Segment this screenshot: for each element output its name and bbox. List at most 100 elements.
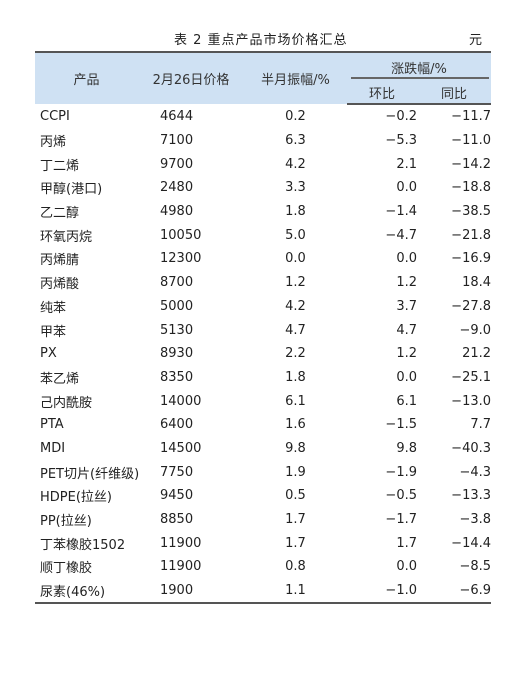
table-row: 丙烯 7100 6.3 −5.3 −11.0 xyxy=(35,129,491,153)
table-header: 产品 2月26日价格 半月振幅/% 涨跌幅/% 环比 同比 xyxy=(35,51,492,105)
price-cell: 5130 xyxy=(160,322,194,338)
price-cell: 4644 xyxy=(160,108,194,124)
product-name-cell: 丙烯 xyxy=(40,135,67,151)
yoy-change-cell: −14.2 xyxy=(451,156,492,172)
header-group-underline xyxy=(351,77,490,79)
yoy-change-cell: −11.0 xyxy=(451,133,492,149)
yoy-change-cell: −16.9 xyxy=(451,251,492,267)
price-cell: 10050 xyxy=(160,227,202,243)
yoy-change-cell: −13.0 xyxy=(451,393,492,409)
price-cell: 14000 xyxy=(160,393,202,409)
mom-change-cell: −1.7 xyxy=(385,512,417,528)
half-month-amplitude-cell: 4.2 xyxy=(285,298,306,314)
half-month-amplitude-cell: 1.7 xyxy=(285,535,306,551)
yoy-change-cell: −25.1 xyxy=(451,369,492,385)
half-month-amplitude-cell: 0.8 xyxy=(285,559,306,575)
price-cell: 8930 xyxy=(160,346,194,362)
product-name-cell: PTA xyxy=(40,417,64,433)
half-month-amplitude-cell: 1.8 xyxy=(285,369,306,385)
mom-change-cell: 1.7 xyxy=(396,535,417,551)
mom-change-cell: 9.8 xyxy=(396,440,417,456)
price-cell: 12300 xyxy=(160,251,202,267)
yoy-change-cell: −38.5 xyxy=(451,204,492,220)
price-cell: 11900 xyxy=(160,559,202,575)
price-cell: 6400 xyxy=(160,417,194,433)
table-row: 苯乙烯 8350 1.8 0.0 −25.1 xyxy=(35,366,491,390)
product-name-cell: 乙二醇 xyxy=(40,206,80,222)
product-name-cell: 甲醇(港口) xyxy=(40,182,103,198)
yoy-change-cell: −21.8 xyxy=(451,227,492,243)
price-cell: 5000 xyxy=(160,298,194,314)
mom-change-cell: 2.1 xyxy=(396,156,417,172)
mom-change-cell: 0.0 xyxy=(396,559,417,575)
price-cell: 7750 xyxy=(160,464,194,480)
price-cell: 9700 xyxy=(160,156,194,172)
table-row: 丙烯腈 12300 0.0 0.0 −16.9 xyxy=(35,247,491,271)
table-row: 己内酰胺 14000 6.1 6.1 −13.0 xyxy=(35,389,491,413)
yoy-change-cell: −6.9 xyxy=(417,578,492,605)
half-month-amplitude-cell: 4.7 xyxy=(285,322,306,338)
table-row: 丁苯橡胶1502 11900 1.7 1.7 −14.4 xyxy=(35,531,491,555)
half-month-amplitude-cell: 0.5 xyxy=(285,488,306,504)
price-cell: 8850 xyxy=(160,512,194,528)
mom-change-cell: −1.9 xyxy=(385,464,417,480)
half-month-amplitude-cell: 1.6 xyxy=(285,417,306,433)
table-caption: 表 2 重点产品市场价格汇总 xyxy=(174,33,348,48)
mom-change-cell: 1.2 xyxy=(396,346,417,362)
yoy-change-cell: −9.0 xyxy=(459,322,492,338)
half-month-amplitude-cell: 0.0 xyxy=(285,251,306,267)
table-row: PTA 6400 1.6 −1.5 7.7 xyxy=(35,413,491,437)
table-row: 甲苯 5130 4.7 4.7 −9.0 xyxy=(35,318,491,342)
mom-change-cell: 3.7 xyxy=(396,298,417,314)
yoy-change-cell: −3.8 xyxy=(459,512,492,528)
product-name-cell: HDPE(拉丝) xyxy=(40,490,112,506)
half-month-amplitude-cell: 6.3 xyxy=(285,133,306,149)
product-name-cell: 丁苯橡胶1502 xyxy=(40,537,126,553)
product-name-cell: MDI xyxy=(40,440,66,456)
table-row: PX 8930 2.2 1.2 21.2 xyxy=(35,342,491,366)
header-product: 产品 xyxy=(35,51,138,104)
product-name-cell: 丁二烯 xyxy=(40,158,80,174)
half-month-amplitude-cell: 1.9 xyxy=(285,464,306,480)
table-row: 顺丁橡胶 11900 0.8 0.0 −8.5 xyxy=(35,555,491,579)
product-name-cell: CCPI xyxy=(40,108,70,124)
header-change-group-label: 涨跌幅/% xyxy=(391,61,447,77)
mom-change-cell: 0.0 xyxy=(396,251,417,267)
table-row: PET切片(纤维级) 7750 1.9 −1.9 −4.3 xyxy=(35,460,491,484)
yoy-change-cell: 18.4 xyxy=(462,275,492,291)
product-name-cell: 环氧丙烷 xyxy=(40,229,93,245)
product-name-cell: 甲苯 xyxy=(40,324,67,340)
mom-change-cell: −1.5 xyxy=(385,417,417,433)
header-price: 2月26日价格 xyxy=(138,51,244,104)
price-cell: 14500 xyxy=(160,440,202,456)
yoy-change-cell: −18.8 xyxy=(451,180,492,196)
price-cell: 1900 xyxy=(138,578,244,605)
half-month-amplitude-cell: 1.1 xyxy=(244,578,347,605)
header-mom: 环比 xyxy=(347,81,417,105)
table-row: HDPE(拉丝) 9450 0.5 −0.5 −13.3 xyxy=(35,484,491,508)
table-row: 尿素(46%) 1900 1.1 −1.0 −6.9 xyxy=(35,578,492,605)
table-row: MDI 14500 9.8 9.8 −40.3 xyxy=(35,437,491,461)
yoy-change-cell: 7.7 xyxy=(470,417,492,433)
half-month-amplitude-cell: 5.0 xyxy=(285,227,306,243)
yoy-change-cell: −14.4 xyxy=(451,535,492,551)
table-row: PP(拉丝) 8850 1.7 −1.7 −3.8 xyxy=(35,508,491,532)
product-name-cell: 苯乙烯 xyxy=(40,371,80,387)
price-cell: 7100 xyxy=(160,133,194,149)
table-row: 丁二烯 9700 4.2 2.1 −14.2 xyxy=(35,152,491,176)
half-month-amplitude-cell: 0.2 xyxy=(285,108,306,124)
half-month-amplitude-cell: 9.8 xyxy=(285,440,306,456)
product-name-cell: PP(拉丝) xyxy=(40,514,92,530)
price-table-container: 产品 2月26日价格 半月振幅/% 涨跌幅/% 环比 同比 CCPI 4644 0.… xyxy=(35,51,492,605)
header-change-group: 涨跌幅/% xyxy=(347,51,492,81)
price-cell: 9450 xyxy=(160,488,194,504)
price-cell: 4980 xyxy=(160,204,194,220)
price-cell: 8350 xyxy=(160,369,194,385)
yoy-change-cell: −11.7 xyxy=(451,109,492,125)
yoy-change-cell: −4.3 xyxy=(459,464,492,480)
table-row: 环氧丙烷 10050 5.0 −4.7 −21.8 xyxy=(35,223,491,247)
mom-change-cell: 4.7 xyxy=(396,322,417,338)
half-month-amplitude-cell: 2.2 xyxy=(285,346,306,362)
mom-change-cell: 6.1 xyxy=(396,393,417,409)
mom-change-cell: 0.0 xyxy=(396,180,417,196)
